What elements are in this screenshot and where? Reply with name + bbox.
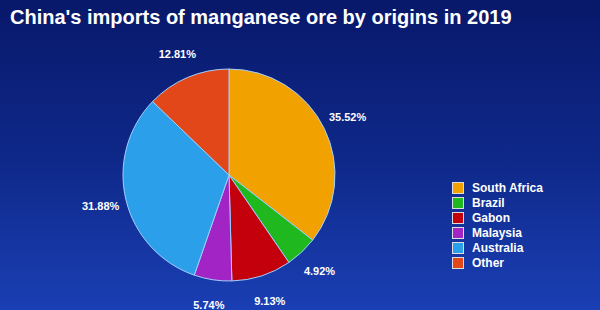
svg-text:5.74%: 5.74%	[193, 299, 224, 310]
html-text:Malaysia: Malaysia	[472, 225, 522, 240]
html-text:Other: Other	[472, 255, 504, 270]
html-text:China's imports of manganese o: China's imports of manganese ore by orig…	[10, 6, 512, 28]
svg-text:4.92%: 4.92%	[304, 265, 335, 277]
svg-text:31.88%: 31.88%	[82, 200, 120, 212]
svg-text:9.13%: 9.13%	[254, 295, 285, 307]
html-text:Brazil: Brazil	[472, 195, 505, 210]
html-text:South Africa: South Africa	[472, 180, 543, 195]
svg-text:12.81%: 12.81%	[159, 48, 197, 60]
html-text:Australia: Australia	[472, 240, 524, 255]
html-text:Gabon: Gabon	[472, 210, 510, 225]
svg-text:35.52%: 35.52%	[329, 111, 367, 123]
